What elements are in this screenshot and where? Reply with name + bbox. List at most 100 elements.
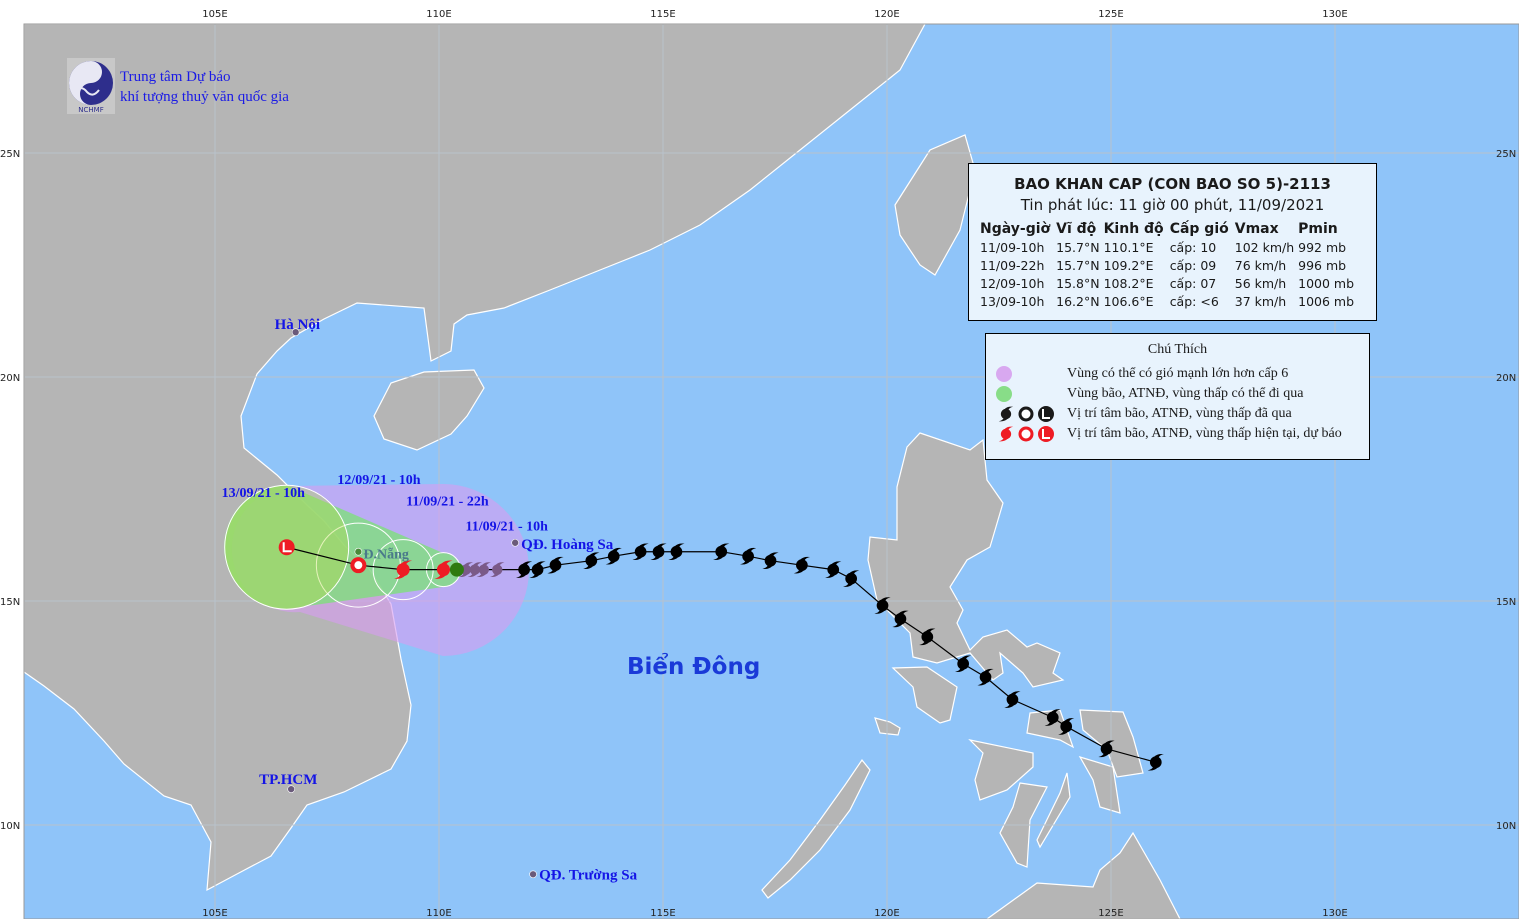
past-symbols-icon <box>998 406 1054 422</box>
column-header: Pmin <box>1298 221 1338 237</box>
lon-tick-top: 130E <box>1322 9 1347 20</box>
table-cell: 15.7°N <box>1056 258 1100 273</box>
forecast-table: Ngày-giờ Vĩ độ Kinh độ Cấp gió Vmax Pmin 11/0… <box>980 219 1358 312</box>
storm-info-box: BAO KHAN CAP (CON BAO SO 5)-2113 Tin phá… <box>968 163 1377 321</box>
bulletin-title: BAO KHAN CAP (CON BAO SO 5)-2113 <box>1014 175 1331 193</box>
lat-tick-right: 10N <box>1496 821 1516 832</box>
table-cell: 992 mb <box>1298 240 1347 255</box>
lon-tick-top: 125E <box>1098 9 1123 20</box>
taiwan-island <box>894 134 976 276</box>
place-dot <box>287 785 295 793</box>
lat-lon-grid: 105E 105E 110E 110E 115E 115E 120E 120E 125E 125E… <box>0 9 1519 919</box>
lon-tick-top: 110E <box>426 9 451 20</box>
table-cell: 56 km/h <box>1234 276 1287 291</box>
lon-tick-bottom: 130E <box>1322 908 1347 919</box>
lon-tick-top: 120E <box>874 9 899 20</box>
lon-tick-bottom: 125E <box>1098 908 1123 919</box>
lon-tick-bottom: 120E <box>874 908 899 919</box>
purple-circle-icon <box>996 366 1012 382</box>
table-cell: 15.8°N <box>1056 276 1100 291</box>
column-header: Ngày-giờ <box>980 221 1051 237</box>
table-cell: 1006 mb <box>1298 294 1355 309</box>
place-dot <box>291 328 300 337</box>
lat-tick-right: 20N <box>1496 373 1516 384</box>
table-cell: 996 mb <box>1298 258 1347 273</box>
table-cell: 12/09-10h <box>980 276 1045 291</box>
legend-item-wind-zone: Vùng có thể có gió mạnh lớn hơn cấp 6 <box>996 364 1288 384</box>
table-cell: 102 km/h <box>1234 240 1295 255</box>
table-row: 11/09-22h 15.7°N 109.2°E cấp: 09 76 km/h 996 … <box>980 258 1358 276</box>
legend-item-path-zone: Vùng bão, ATNĐ, vùng thấp có thể đi qua <box>996 384 1303 404</box>
forecast-low-icon <box>278 539 295 556</box>
place-label: QĐ. Hoàng Sa <box>521 537 614 553</box>
legend-item-forecast-position: Vị trí tâm bão, ATNĐ, vùng thấp hiện tại… <box>996 424 1342 444</box>
forecast-time-label: 11/09/21 - 10h <box>465 520 548 535</box>
mindanao-island <box>985 831 1181 919</box>
table-cell: 110.1°E <box>1103 240 1154 255</box>
recent-position-dot <box>449 562 464 577</box>
place-label: QĐ. Trường Sa <box>539 867 638 883</box>
luzon-island <box>867 432 1065 688</box>
agency-name-line2: khí tượng thuỷ văn quốc gia <box>120 89 289 105</box>
legend-title: Chú Thích <box>1147 342 1208 357</box>
legend-box: Chú Thích Vùng có thể có gió mạnh lớn hơ… <box>985 333 1370 460</box>
agency-name: Trung tâm Dự báo khí tượng thuỷ văn quốc… <box>120 67 289 107</box>
issued-time: Tin phát lúc: 11 giờ 00 phút, 11/09/2021 <box>1020 196 1325 214</box>
lon-tick-top: 115E <box>650 9 675 20</box>
green-circle-icon <box>996 386 1012 402</box>
column-header: Kinh độ <box>1103 221 1164 237</box>
legend-label: Vùng có thể có gió mạnh lớn hơn cấp 6 <box>1067 366 1289 381</box>
table-row: 12/09-10h 15.8°N 108.2°E cấp: 07 56 km/h 1000… <box>980 276 1358 294</box>
table-cell: cấp: <6 <box>1169 294 1219 309</box>
lat-tick-right: 15N <box>1496 597 1516 608</box>
palawan-island <box>761 758 871 899</box>
forecast-depression-icon <box>350 557 367 574</box>
leyte-island <box>1078 755 1121 814</box>
legend-item-past-position: Vị trí tâm bão, ATNĐ, vùng thấp đã qua <box>996 404 1292 424</box>
table-cell: cấp: 09 <box>1169 258 1217 273</box>
nchmf-logo: NCHMF <box>67 58 115 114</box>
table-cell: cấp: 07 <box>1169 276 1217 291</box>
uncertainty-circle <box>224 484 350 610</box>
forecast-time-label: 12/09/21 - 10h <box>337 473 420 488</box>
lon-tick-bottom: 115E <box>650 908 675 919</box>
table-cell: 11/09-22h <box>980 258 1045 273</box>
place-dot <box>529 870 537 879</box>
lat-tick-left: 20N <box>0 373 20 384</box>
agency-name-line1: Trung tâm Dự báo <box>120 69 231 85</box>
logo-abbr: NCHMF <box>78 106 103 114</box>
forecast-symbols-icon <box>998 426 1054 442</box>
table-cell: 15.7°N <box>1056 240 1100 255</box>
table-cell: 108.2°E <box>1103 276 1154 291</box>
table-cell: 16.2°N <box>1056 294 1100 309</box>
table-cell: 11/09-10h <box>980 240 1045 255</box>
lon-tick-bottom: 110E <box>426 908 451 919</box>
place-label: Đ.Nẵng <box>363 547 409 563</box>
table-cell: 76 km/h <box>1234 258 1287 273</box>
column-header: Vĩ độ <box>1056 221 1097 237</box>
table-cell: 37 km/h <box>1234 294 1287 309</box>
table-row: 11/09-10h 15.7°N 110.1°E cấp: 10 102 km/h 992… <box>980 240 1358 258</box>
place-dot <box>511 538 519 547</box>
table-cell: 106.6°E <box>1103 294 1154 309</box>
lon-tick-top: 105E <box>202 9 227 20</box>
lat-tick-left: 15N <box>0 597 20 608</box>
place-dot <box>354 547 363 556</box>
mindoro-island <box>891 666 958 724</box>
table-cell: 109.2°E <box>1103 258 1154 273</box>
forecast-time-label: 11/09/21 - 22h <box>406 495 489 510</box>
panay-island <box>968 739 1034 801</box>
forecast-time-label: 13/09/21 - 10h <box>222 486 305 501</box>
place-label: TP.HCM <box>259 772 317 788</box>
lat-tick-right: 25N <box>1496 149 1516 160</box>
cebu-island <box>1036 772 1071 849</box>
sea-name-label: Biển Đông <box>627 652 760 680</box>
table-row: 13/09-10h 16.2°N 106.6°E cấp: <6 37 km/h 1006… <box>980 294 1358 312</box>
lat-tick-left: 25N <box>0 149 20 160</box>
legend-label: Vị trí tâm bão, ATNĐ, vùng thấp đã qua <box>1067 406 1292 421</box>
legend-label: Vùng bão, ATNĐ, vùng thấp có thể đi qua <box>1067 386 1304 401</box>
lat-tick-left: 10N <box>0 821 20 832</box>
legend-label: Vị trí tâm bão, ATNĐ, vùng thấp hiện tại… <box>1067 426 1342 441</box>
table-cell: 1000 mb <box>1298 276 1355 291</box>
map-frame <box>23 23 1519 919</box>
